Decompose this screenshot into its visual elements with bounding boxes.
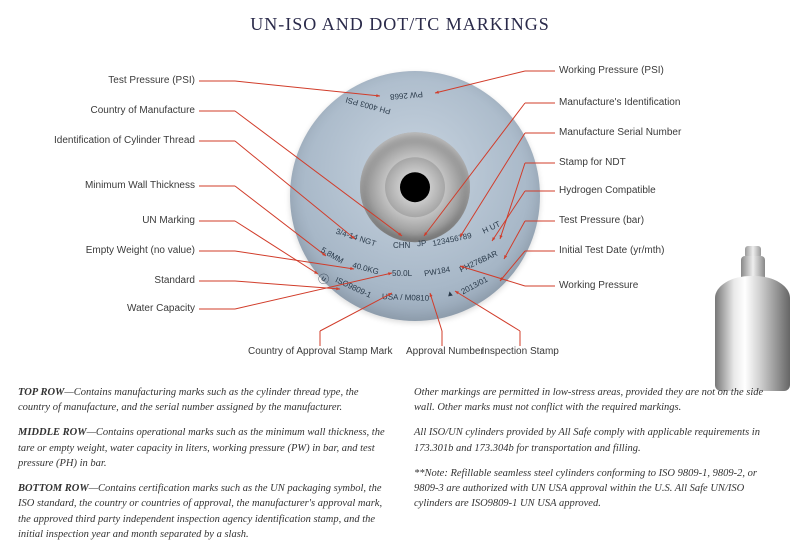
description-columns: TOP ROW—Contains manufacturing marks suc… <box>18 385 782 552</box>
valve-ring <box>360 132 470 242</box>
description-paragraph: TOP ROW—Contains manufacturing marks suc… <box>18 385 386 415</box>
marking-iso: ISO9809-1 <box>334 275 373 300</box>
marking-date: 2013/01 <box>460 275 490 297</box>
marking-pw-psi: PW 2668 <box>390 90 424 102</box>
marking-wall: 5.8MM <box>319 245 345 265</box>
callout-label: Test Pressure (PSI) <box>108 75 195 86</box>
marking-country: CHN <box>393 241 410 250</box>
marking-stamp: ▲ <box>445 288 455 298</box>
cylinder-top-view: PW 2668 PH 4003 PSI 3/4-14 NGT CHN JP 12… <box>290 71 540 321</box>
callout-label: Manufacture Serial Number <box>559 127 681 138</box>
marking-ph-bar: PH276BAR <box>458 249 499 274</box>
description-paragraph: MIDDLE ROW—Contains operational marks su… <box>18 425 386 471</box>
callout-label: Initial Test Date (yr/mth) <box>559 245 664 256</box>
marking-hut: H UT <box>481 219 502 235</box>
diagram-area: PW 2668 PH 4003 PSI 3/4-14 NGT CHN JP 12… <box>0 41 800 381</box>
valve-inner <box>385 157 445 217</box>
callout-label: Inspection Stamp <box>482 346 559 357</box>
callout-label: Working Pressure (PSI) <box>559 65 664 76</box>
callout-label: Test Pressure (bar) <box>559 215 644 226</box>
left-column: TOP ROW—Contains manufacturing marks suc… <box>18 385 386 552</box>
side-cylinder-image <box>715 246 790 391</box>
marking-pw: PW184 <box>423 265 450 278</box>
callout-label: Identification of Cylinder Thread <box>54 135 195 146</box>
description-paragraph: All ISO/UN cylinders provided by All Saf… <box>414 425 782 455</box>
callout-label: Standard <box>154 275 195 286</box>
callout-label: Hydrogen Compatible <box>559 185 656 196</box>
marking-thread: 3/4-14 NGT <box>335 227 378 248</box>
right-column: Other markings are permitted in low-stre… <box>414 385 782 552</box>
callout-label: Working Pressure <box>559 280 638 291</box>
marking-approval: USA / M0810 <box>382 292 429 303</box>
callout-label: Water Capacity <box>127 303 195 314</box>
description-paragraph: BOTTOM ROW—Contains certification marks … <box>18 481 386 542</box>
description-paragraph: **Note: Refillable seamless steel cylind… <box>414 466 782 512</box>
callout-label: Stamp for NDT <box>559 157 626 168</box>
marking-ph-psi: PH 4003 PSI <box>345 95 392 116</box>
callout-label: UN Marking <box>142 215 195 226</box>
marking-mfr: JP <box>417 239 427 249</box>
marking-weight: 40.0KG <box>351 261 380 277</box>
callout-label: Country of Manufacture <box>91 105 196 116</box>
valve-hole <box>400 172 430 202</box>
callout-label: Country of Approval Stamp Mark <box>248 346 393 357</box>
callout-label: Minimum Wall Thickness <box>85 180 195 191</box>
callout-label: Empty Weight (no value) <box>86 245 195 256</box>
page-title: UN-ISO AND DOT/TC MARKINGS <box>0 0 800 41</box>
marking-un-symbol: ⓤ <box>314 269 332 288</box>
callout-label: Manufacture's Identification <box>559 97 680 108</box>
callout-label: Approval Number <box>406 346 484 357</box>
marking-capacity: 50.0L <box>392 269 412 278</box>
description-paragraph: Other markings are permitted in low-stre… <box>414 385 782 415</box>
